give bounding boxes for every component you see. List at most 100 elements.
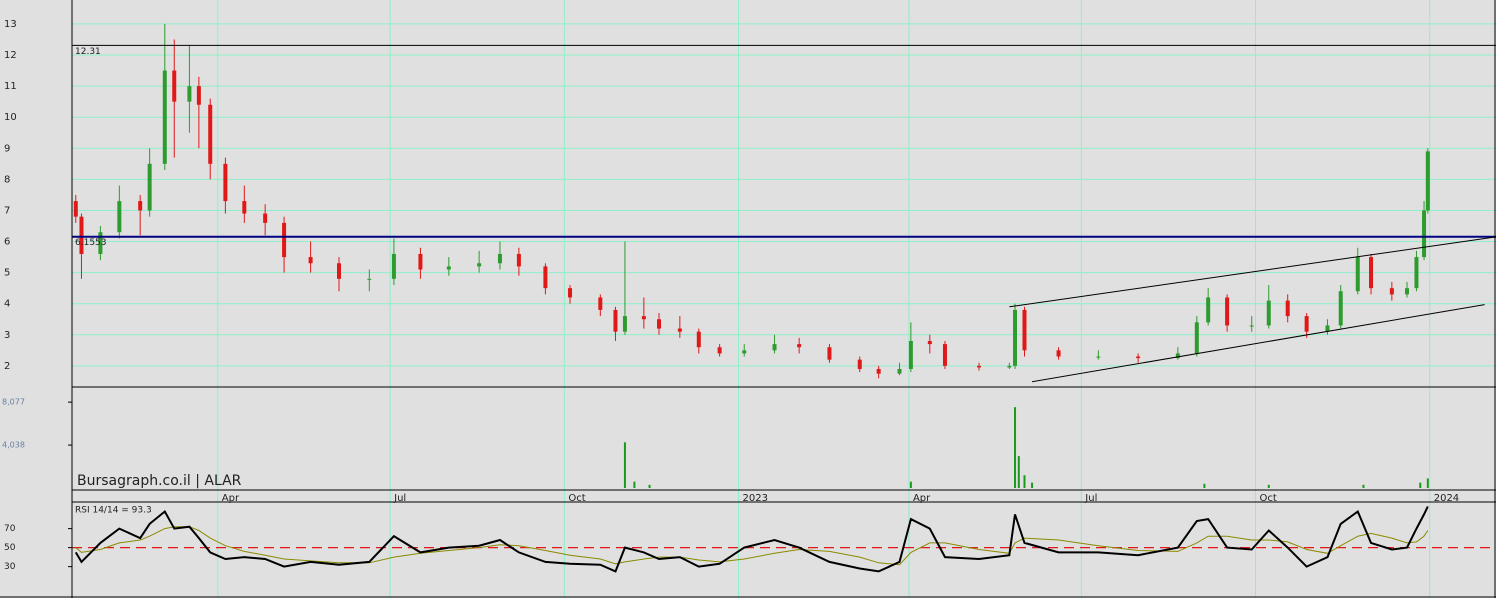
- volume-bar: [1203, 483, 1206, 488]
- candle-body: [622, 316, 627, 332]
- y-tick-label: 70: [4, 524, 16, 534]
- candle-body: [908, 340, 913, 369]
- candle-body: [391, 253, 396, 279]
- candle-body: [418, 253, 423, 270]
- candle-body: [1194, 322, 1199, 354]
- candle-body: [543, 266, 548, 289]
- candle-body: [1007, 365, 1012, 368]
- candle-body: [1338, 291, 1343, 326]
- rsi-line: [74, 506, 1429, 573]
- volume-bar: [1362, 484, 1365, 488]
- candle-body: [1369, 257, 1374, 289]
- candle-body: [1414, 257, 1419, 289]
- candle-body: [196, 86, 201, 105]
- candle-body: [1096, 356, 1101, 358]
- x-tick-label: Jul: [1084, 493, 1097, 504]
- candle-body: [187, 86, 192, 102]
- y-tick-label: 6: [4, 237, 10, 248]
- y-tick-label: 4,038: [2, 441, 25, 450]
- volume-bar: [633, 481, 636, 488]
- candle-body: [1013, 309, 1018, 366]
- y-tick-label: 3: [4, 330, 10, 341]
- candle-body: [117, 201, 122, 233]
- candle-body: [1325, 325, 1330, 332]
- candle-body: [308, 257, 313, 264]
- volume-bar: [1031, 482, 1034, 488]
- volume-bar: [1419, 482, 1422, 488]
- candle-body: [1206, 297, 1211, 323]
- candle-body: [1304, 316, 1309, 332]
- candle-body: [1405, 288, 1409, 295]
- candle-body: [446, 266, 451, 270]
- y-tick-label: 8: [4, 174, 10, 185]
- candle-body: [79, 216, 84, 254]
- candle-body: [927, 340, 932, 345]
- candle-body: [263, 213, 268, 223]
- rsi-label: RSI 14/14 = 93.3: [75, 506, 152, 516]
- candle-body: [696, 331, 701, 348]
- trend-line: [1009, 236, 1496, 308]
- y-tick-label: 4: [4, 299, 10, 310]
- volume-bar: [1023, 475, 1026, 488]
- candle-body: [717, 347, 722, 354]
- y-tick-label: 7: [4, 205, 10, 216]
- candle-body: [977, 365, 982, 368]
- x-tick-label: Oct: [568, 493, 585, 504]
- candle-body: [772, 344, 777, 351]
- candle-body: [942, 344, 947, 366]
- candle-body: [477, 263, 482, 267]
- candle-body: [1225, 297, 1230, 326]
- candle-body: [1022, 309, 1027, 351]
- y-tick-label: 11: [4, 81, 17, 92]
- x-tick-label: Apr: [913, 493, 931, 504]
- y-tick-label: 9: [4, 143, 10, 154]
- candle-body: [857, 359, 862, 369]
- candle-body: [827, 347, 832, 360]
- candle-body: [797, 344, 802, 348]
- candle-body: [657, 319, 662, 329]
- volume-bar: [648, 484, 651, 488]
- candle-body: [242, 201, 247, 214]
- candle-body: [1175, 353, 1180, 359]
- candle-body: [1389, 288, 1394, 295]
- candle-body: [223, 163, 228, 202]
- x-tick-label: Jul: [393, 493, 406, 504]
- y-tick-label: 5: [4, 268, 10, 279]
- candle-body: [497, 253, 502, 264]
- candle-body: [598, 297, 603, 310]
- x-tick-label: Apr: [222, 493, 240, 504]
- x-tick-label: 2023: [743, 493, 768, 504]
- x-tick-label: Oct: [1260, 493, 1277, 504]
- candle-body: [162, 70, 167, 164]
- candle-body: [568, 288, 573, 298]
- y-tick-label: 2: [4, 361, 10, 372]
- level-label: 12.31: [75, 47, 101, 57]
- candle-body: [1425, 151, 1430, 211]
- candle-body: [98, 232, 103, 254]
- volume-bar: [1426, 478, 1429, 488]
- candle-body: [1285, 300, 1290, 317]
- candle-body: [147, 163, 152, 211]
- candle-body: [742, 350, 747, 354]
- rsi-ma-line: [75, 526, 1429, 566]
- candle-body: [172, 70, 177, 102]
- candle-body: [516, 253, 521, 267]
- candle-body: [677, 328, 682, 332]
- marks-layer: [72, 23, 1496, 573]
- y-tick-label: 8,077: [2, 398, 25, 407]
- volume-bar: [1267, 484, 1270, 488]
- candle-body: [282, 222, 287, 258]
- y-tick-label: 12: [4, 50, 17, 61]
- candle-body: [73, 201, 78, 217]
- candle-body: [1249, 325, 1254, 327]
- candle-body: [1355, 257, 1360, 292]
- candle-body: [641, 316, 646, 320]
- y-tick-label: 13: [4, 19, 17, 30]
- candle-body: [1136, 356, 1141, 359]
- y-tick-label: 10: [4, 112, 17, 123]
- volume-bar: [1017, 456, 1020, 488]
- x-tick-label: 2024: [1434, 493, 1459, 504]
